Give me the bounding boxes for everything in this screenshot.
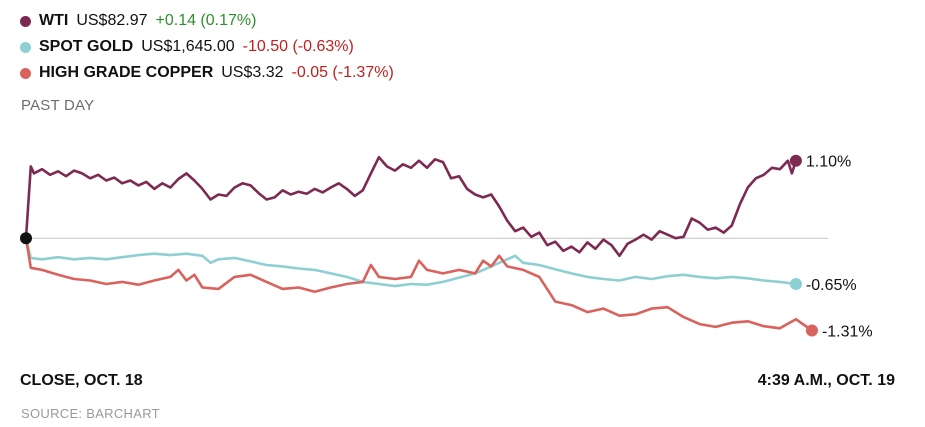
- period-label: PAST DAY: [21, 97, 95, 114]
- legend-price: US$3.32: [221, 64, 284, 81]
- end-point-spot-gold: [789, 277, 802, 290]
- legend-name: WTI: [39, 12, 69, 29]
- x-axis-end-label: 4:39 A.M., OCT. 19: [757, 372, 895, 389]
- series-line-high-grade-copper: [24, 237, 813, 332]
- end-point-high-grade-copper: [805, 324, 818, 337]
- legend-dot-copper: [20, 67, 31, 79]
- legend-dot-wti: [20, 15, 31, 27]
- legend-item-spot-gold: SPOT GOLD US$1,645.00 -10.50 (-0.63%): [20, 34, 394, 60]
- end-label-spot-gold: -0.65%: [806, 277, 857, 294]
- legend-change: -10.50 (-0.63%): [242, 38, 354, 55]
- series-line-spot-gold: [24, 237, 797, 288]
- source-note: SOURCE: BARCHART: [21, 406, 160, 421]
- legend-change: -0.05 (-1.37%): [291, 64, 394, 81]
- origin-point: [20, 232, 32, 245]
- series-line-wti: [24, 155, 798, 258]
- legend-change: +0.14 (0.17%): [155, 12, 257, 29]
- legend-price: US$1,645.00: [141, 38, 235, 55]
- legend-dot-spot-gold: [20, 41, 31, 53]
- legend: WTI US$82.97 +0.14 (0.17%) SPOT GOLD US$…: [20, 8, 394, 86]
- legend-name: HIGH GRADE COPPER: [39, 64, 214, 81]
- x-axis-start-label: CLOSE, OCT. 18: [20, 372, 143, 389]
- end-label-wti: 1.10%: [806, 154, 851, 171]
- legend-item-wti: WTI US$82.97 +0.14 (0.17%): [20, 8, 394, 34]
- end-label-high-grade-copper: -1.31%: [822, 323, 873, 340]
- end-point-wti: [789, 154, 802, 167]
- legend-item-copper: HIGH GRADE COPPER US$3.32 -0.05 (-1.37%): [20, 60, 394, 86]
- legend-name: SPOT GOLD: [39, 38, 134, 55]
- legend-price: US$82.97: [76, 12, 148, 29]
